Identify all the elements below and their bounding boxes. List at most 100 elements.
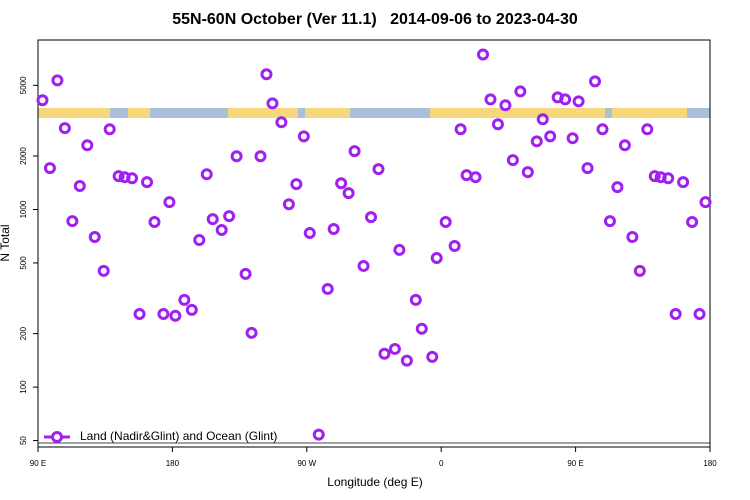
data-point (521, 166, 534, 179)
data-point (282, 198, 295, 211)
data-point (618, 139, 631, 152)
data-point (141, 176, 154, 189)
data-point (484, 93, 497, 106)
x-tick-label: 90 E (567, 459, 583, 468)
x-tick-label: 180 (166, 459, 180, 468)
legend-marker (51, 431, 63, 443)
data-point (365, 211, 378, 224)
data-point (544, 130, 557, 143)
data-point (357, 259, 370, 272)
data-point (321, 282, 334, 295)
data-point (491, 118, 504, 131)
data-point (342, 187, 355, 200)
data-point (126, 172, 139, 185)
legend-label: Land (Nadir&Glint) and Ocean (Glint) (80, 429, 277, 443)
data-point (43, 162, 56, 175)
data-point (103, 123, 116, 136)
data-point (348, 145, 361, 158)
data-point (335, 177, 348, 190)
data-point (230, 150, 243, 163)
x-tick-label: 90 W (297, 459, 316, 468)
data-point (223, 210, 236, 223)
data-point (536, 113, 549, 126)
y-axis-label: N Total (0, 224, 12, 261)
data-point (239, 267, 252, 280)
x-tick-label: 0 (439, 459, 444, 468)
data-point (514, 85, 527, 98)
data-point (97, 264, 110, 277)
data-point (303, 227, 316, 240)
data-point (426, 350, 439, 363)
data-point (448, 239, 461, 252)
data-point (81, 139, 94, 152)
data-point (409, 293, 422, 306)
data-point (312, 428, 325, 441)
data-point (327, 223, 340, 236)
x-tick-label: 180 (703, 459, 717, 468)
y-tick-label: 5000 (19, 76, 28, 94)
data-point (193, 234, 206, 247)
data-point (530, 135, 543, 148)
data-point (415, 322, 428, 335)
data-point (58, 122, 71, 135)
y-tick-label: 1000 (19, 200, 28, 218)
data-point (603, 215, 616, 228)
data-point (169, 309, 182, 322)
y-tick-label: 50 (19, 436, 28, 445)
data-point (200, 168, 213, 181)
data-point (178, 293, 191, 306)
data-point (51, 74, 64, 87)
data-point (596, 123, 609, 136)
y-tick-label: 200 (19, 326, 28, 340)
y-tick-label: 100 (19, 380, 28, 394)
data-point (581, 162, 594, 175)
data-point (499, 99, 512, 112)
data-point (648, 170, 661, 183)
data-point (297, 130, 310, 143)
data-point (290, 178, 303, 191)
data-point (215, 224, 228, 237)
data-point (206, 213, 219, 226)
data-point (559, 93, 572, 106)
data-point (148, 216, 161, 229)
data-point (686, 216, 699, 229)
chart-title: 55N-60N October (Ver 11.1) 2014-09-06 to… (172, 11, 578, 28)
x-axis-label: Longitude (deg E) (327, 475, 422, 489)
data-point (454, 123, 467, 136)
plot-frame (37, 39, 711, 448)
data-point (388, 342, 401, 355)
data-point (400, 354, 413, 367)
data-point (677, 176, 690, 189)
data-point (254, 150, 267, 163)
data-point (393, 243, 406, 256)
data-point (378, 347, 391, 360)
y-tick-label: 500 (19, 256, 28, 270)
data-point (662, 172, 675, 185)
data-point (260, 68, 273, 81)
data-point (626, 230, 639, 243)
data-point (477, 48, 490, 61)
data-point (469, 171, 482, 184)
x-tick-label: 90 E (30, 459, 46, 468)
data-point (439, 216, 452, 229)
data-point (372, 163, 385, 176)
data-point (157, 307, 170, 320)
data-point (73, 180, 86, 193)
data-point (566, 132, 579, 145)
data-point (88, 230, 101, 243)
data-point (266, 97, 279, 110)
data-point (589, 75, 602, 88)
data-point (245, 326, 258, 339)
data-point (633, 264, 646, 277)
data-point (275, 116, 288, 129)
data-point (506, 154, 519, 167)
data-point (699, 196, 712, 209)
data-point (572, 95, 585, 108)
data-point (112, 170, 125, 183)
data-point (641, 123, 654, 136)
y-tick-label: 2000 (19, 147, 28, 165)
data-point (185, 303, 198, 316)
land-mask-strip (38, 108, 710, 118)
data-point (36, 94, 49, 107)
